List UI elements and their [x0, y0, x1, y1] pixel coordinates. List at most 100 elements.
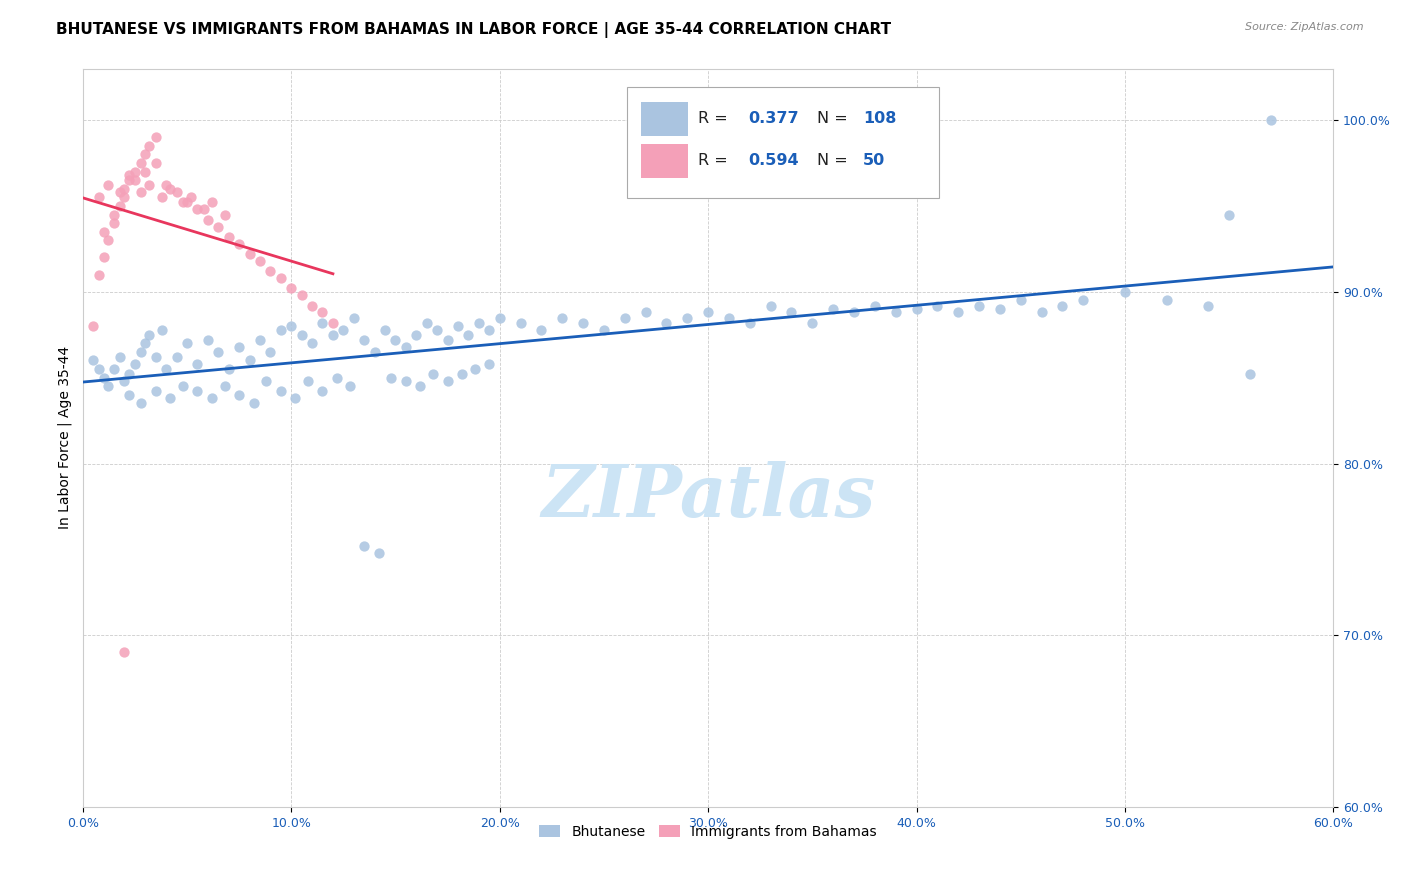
Point [353, 539, 375, 553]
Point [138, 327, 160, 342]
Point [353, 333, 375, 347]
Point [89, 190, 111, 204]
Point [155, 362, 177, 376]
Point [415, 316, 437, 330]
Point [634, 305, 657, 319]
Point [1239, 368, 1261, 382]
Text: 108: 108 [863, 112, 897, 127]
Point [380, 370, 402, 384]
Point [311, 384, 333, 399]
Point [159, 392, 181, 406]
Point [464, 362, 486, 376]
Point [1052, 299, 1074, 313]
Point [103, 362, 125, 376]
Point [249, 253, 271, 268]
FancyBboxPatch shape [641, 144, 688, 178]
Point [270, 322, 292, 336]
Point [326, 370, 349, 384]
Point [117, 173, 139, 187]
Point [214, 379, 236, 393]
Point [186, 384, 208, 399]
Point [1071, 293, 1094, 308]
Point [110, 185, 132, 199]
Point [145, 130, 167, 145]
Point [228, 236, 250, 251]
Point [145, 350, 167, 364]
Point [530, 322, 553, 336]
Point [447, 319, 470, 334]
Point [1114, 285, 1136, 299]
Point [478, 357, 501, 371]
Point [280, 281, 302, 295]
Point [780, 305, 803, 319]
Point [103, 216, 125, 230]
Point [468, 316, 491, 330]
Point [114, 182, 136, 196]
Point [259, 345, 281, 359]
Point [509, 316, 531, 330]
Point [301, 299, 323, 313]
Point [134, 147, 156, 161]
Point [117, 368, 139, 382]
Point [270, 271, 292, 285]
Point [451, 368, 474, 382]
Point [150, 190, 173, 204]
Point [228, 340, 250, 354]
Point [207, 345, 229, 359]
Point [478, 322, 501, 336]
Point [676, 310, 699, 325]
Point [242, 396, 264, 410]
Point [301, 336, 323, 351]
Point [409, 379, 432, 393]
Point [254, 374, 277, 388]
Point [238, 353, 260, 368]
Point [259, 264, 281, 278]
Point [967, 299, 990, 313]
Point [717, 310, 740, 325]
Text: 0.377: 0.377 [748, 112, 799, 127]
Point [426, 322, 449, 336]
Point [117, 388, 139, 402]
Point [738, 316, 761, 330]
Text: R =: R = [699, 153, 728, 169]
Point [405, 327, 427, 342]
Point [1010, 293, 1032, 308]
Point [172, 195, 194, 210]
Point [249, 333, 271, 347]
Point [238, 247, 260, 261]
Point [89, 268, 111, 282]
Y-axis label: In Labor Force | Age 35-44: In Labor Force | Age 35-44 [58, 346, 72, 529]
Point [134, 336, 156, 351]
Point [759, 299, 782, 313]
Point [124, 164, 146, 178]
Point [228, 388, 250, 402]
Point [145, 156, 167, 170]
Point [197, 212, 219, 227]
Point [201, 195, 224, 210]
Point [117, 168, 139, 182]
Point [172, 379, 194, 393]
Point [114, 374, 136, 388]
Point [82, 353, 104, 368]
Point [207, 219, 229, 234]
Point [988, 301, 1011, 316]
Point [1156, 293, 1178, 308]
Point [218, 230, 240, 244]
Point [339, 379, 361, 393]
Point [155, 178, 177, 193]
Text: N =: N = [817, 112, 848, 127]
Point [1197, 299, 1219, 313]
Point [1031, 305, 1053, 319]
Point [134, 164, 156, 178]
Point [948, 305, 970, 319]
Point [384, 333, 406, 347]
Point [863, 299, 886, 313]
Point [395, 374, 418, 388]
Point [129, 156, 152, 170]
Point [291, 327, 314, 342]
Text: R =: R = [699, 112, 728, 127]
Point [311, 305, 333, 319]
Point [488, 310, 510, 325]
Point [280, 319, 302, 334]
Point [457, 327, 479, 342]
